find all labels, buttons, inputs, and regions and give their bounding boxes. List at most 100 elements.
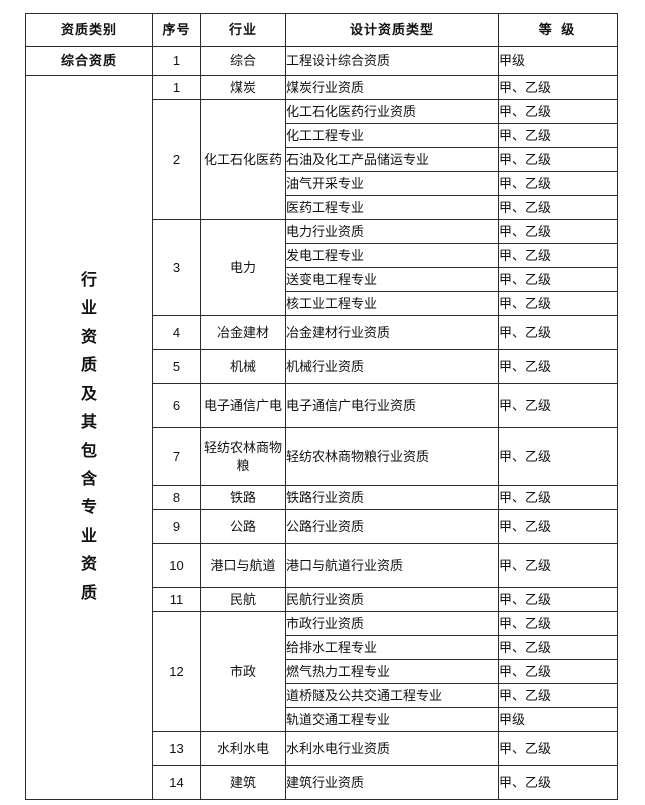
table-row: 3 电力 电力行业资质 甲、乙级	[26, 219, 618, 316]
index-cell: 8	[152, 485, 201, 510]
type-cell: 水利水电行业资质	[285, 731, 499, 766]
type-cell: 公路行业资质	[285, 509, 499, 544]
table-row: 送变电工程专业 甲、乙级	[26, 267, 618, 292]
grade-cell: 甲、乙级	[498, 587, 618, 612]
table-row: 11 民航 民航行业资质 甲、乙级	[26, 587, 618, 612]
industry-cell: 民航	[200, 587, 286, 612]
index-cell: 14	[152, 765, 201, 800]
type-cell: 油气开采专业	[285, 171, 499, 196]
type-cell: 发电工程专业	[285, 243, 499, 268]
industry-cell: 市政	[200, 611, 286, 732]
type-cell: 民航行业资质	[285, 587, 499, 612]
table-row: 石油及化工产品储运专业 甲、乙级	[26, 147, 618, 172]
category-cell-comprehensive: 综合资质	[25, 46, 153, 76]
grade-cell: 甲、乙级	[498, 731, 618, 766]
index-cell: 11	[152, 587, 201, 612]
index-cell: 3	[152, 219, 201, 316]
column-header-index: 序号	[152, 13, 201, 47]
grade-cell: 甲、乙级	[498, 75, 618, 100]
type-cell: 机械行业资质	[285, 349, 499, 384]
column-header-category: 资质类别	[25, 13, 153, 47]
grade-cell: 甲级	[498, 707, 618, 732]
column-header-type: 设计资质类型	[285, 13, 499, 47]
table-row: 13 水利水电 水利水电行业资质 甲、乙级	[26, 731, 618, 766]
table-row: 9 公路 公路行业资质 甲、乙级	[26, 509, 618, 544]
type-cell: 冶金建材行业资质	[285, 315, 499, 350]
table-row: 7 轻纺农林商物粮 轻纺农林商物粮行业资质 甲、乙级	[26, 427, 618, 486]
grade-cell: 甲、乙级	[498, 291, 618, 316]
table-row: 6 电子通信广电 电子通信广电行业资质 甲、乙级	[26, 383, 618, 428]
table-row: 道桥隧及公共交通工程专业 甲、乙级	[26, 683, 618, 708]
industry-cell: 综合	[200, 46, 286, 76]
table-row: 12 市政 市政行业资质 甲、乙级	[26, 611, 618, 732]
grade-cell: 甲、乙级	[498, 427, 618, 486]
grade-cell: 甲、乙级	[498, 659, 618, 684]
column-header-industry: 行业	[200, 13, 286, 47]
index-cell: 10	[152, 543, 201, 588]
table-row: 8 铁路 铁路行业资质 甲、乙级	[26, 485, 618, 510]
type-cell: 道桥隧及公共交通工程专业	[285, 683, 499, 708]
industry-cell: 电力	[200, 219, 286, 316]
type-cell: 轻纺农林商物粮行业资质	[285, 427, 499, 486]
index-cell: 13	[152, 731, 201, 766]
index-cell: 1	[152, 46, 201, 76]
grade-cell: 甲、乙级	[498, 195, 618, 220]
index-cell: 2	[152, 99, 201, 220]
grade-cell: 甲、乙级	[498, 219, 618, 244]
grade-cell: 甲、乙级	[498, 485, 618, 510]
type-cell: 化工工程专业	[285, 123, 499, 148]
table-row: 5 机械 机械行业资质 甲、乙级	[26, 349, 618, 384]
grade-cell: 甲、乙级	[498, 509, 618, 544]
table-row: 行业资质及其包含专业资质 1 煤炭 煤炭行业资质 甲、乙级	[25, 75, 618, 800]
type-cell: 港口与航道行业资质	[285, 543, 499, 588]
grade-cell: 甲、乙级	[498, 611, 618, 636]
table-header-row: 资质类别 序号 行业 设计资质类型 等 级	[25, 13, 618, 47]
industry-cell: 冶金建材	[200, 315, 286, 350]
industry-cell: 煤炭	[200, 75, 286, 100]
category-vertical-label: 行业资质及其包含专业资质	[81, 271, 98, 602]
grade-cell: 甲、乙级	[498, 147, 618, 172]
type-cell: 电子通信广电行业资质	[285, 383, 499, 428]
type-cell: 建筑行业资质	[285, 765, 499, 800]
grade-cell: 甲、乙级	[498, 99, 618, 124]
type-cell: 铁路行业资质	[285, 485, 499, 510]
grade-cell: 甲、乙级	[498, 683, 618, 708]
table-row: 燃气热力工程专业 甲、乙级	[26, 659, 618, 684]
type-cell: 燃气热力工程专业	[285, 659, 499, 684]
table-body: 综合资质 1 综合 工程设计综合资质 甲级 行业资质及其包含专业资质 1 煤炭 …	[25, 46, 618, 800]
industry-cell: 机械	[200, 349, 286, 384]
grade-cell: 甲、乙级	[498, 383, 618, 428]
industry-cell: 电子通信广电	[200, 383, 286, 428]
type-cell: 化工石化医药行业资质	[285, 99, 499, 124]
industry-cell: 公路	[200, 509, 286, 544]
table-row: 综合资质 1 综合 工程设计综合资质 甲级	[25, 46, 618, 76]
type-cell: 送变电工程专业	[285, 267, 499, 292]
index-cell: 7	[152, 427, 201, 486]
index-cell: 6	[152, 383, 201, 428]
qualification-table: 资质类别 序号 行业 设计资质类型 等 级 综合资质 1 综合 工程设计综合资质…	[25, 13, 618, 800]
index-cell: 9	[152, 509, 201, 544]
type-cell: 核工业工程专业	[285, 291, 499, 316]
index-cell: 12	[152, 611, 201, 732]
grade-cell: 甲、乙级	[498, 349, 618, 384]
index-cell: 4	[152, 315, 201, 350]
table-row: 化工工程专业 甲、乙级	[26, 123, 618, 148]
type-cell: 工程设计综合资质	[285, 46, 499, 76]
industry-cell: 建筑	[200, 765, 286, 800]
grade-cell: 甲、乙级	[498, 635, 618, 660]
index-cell: 1	[152, 75, 201, 100]
type-cell: 石油及化工产品储运专业	[285, 147, 499, 172]
industry-cell: 轻纺农林商物粮	[200, 427, 286, 486]
industry-cell: 港口与航道	[200, 543, 286, 588]
grade-cell: 甲级	[498, 46, 618, 76]
category-cell-industry: 行业资质及其包含专业资质	[25, 75, 153, 800]
grade-cell: 甲、乙级	[498, 267, 618, 292]
grade-cell: 甲、乙级	[498, 543, 618, 588]
grade-cell: 甲、乙级	[498, 315, 618, 350]
grade-cell: 甲、乙级	[498, 123, 618, 148]
index-cell: 5	[152, 349, 201, 384]
type-cell: 电力行业资质	[285, 219, 499, 244]
type-cell: 给排水工程专业	[285, 635, 499, 660]
table-row: 14 建筑 建筑行业资质 甲、乙级	[26, 765, 618, 800]
grade-cell: 甲、乙级	[498, 171, 618, 196]
